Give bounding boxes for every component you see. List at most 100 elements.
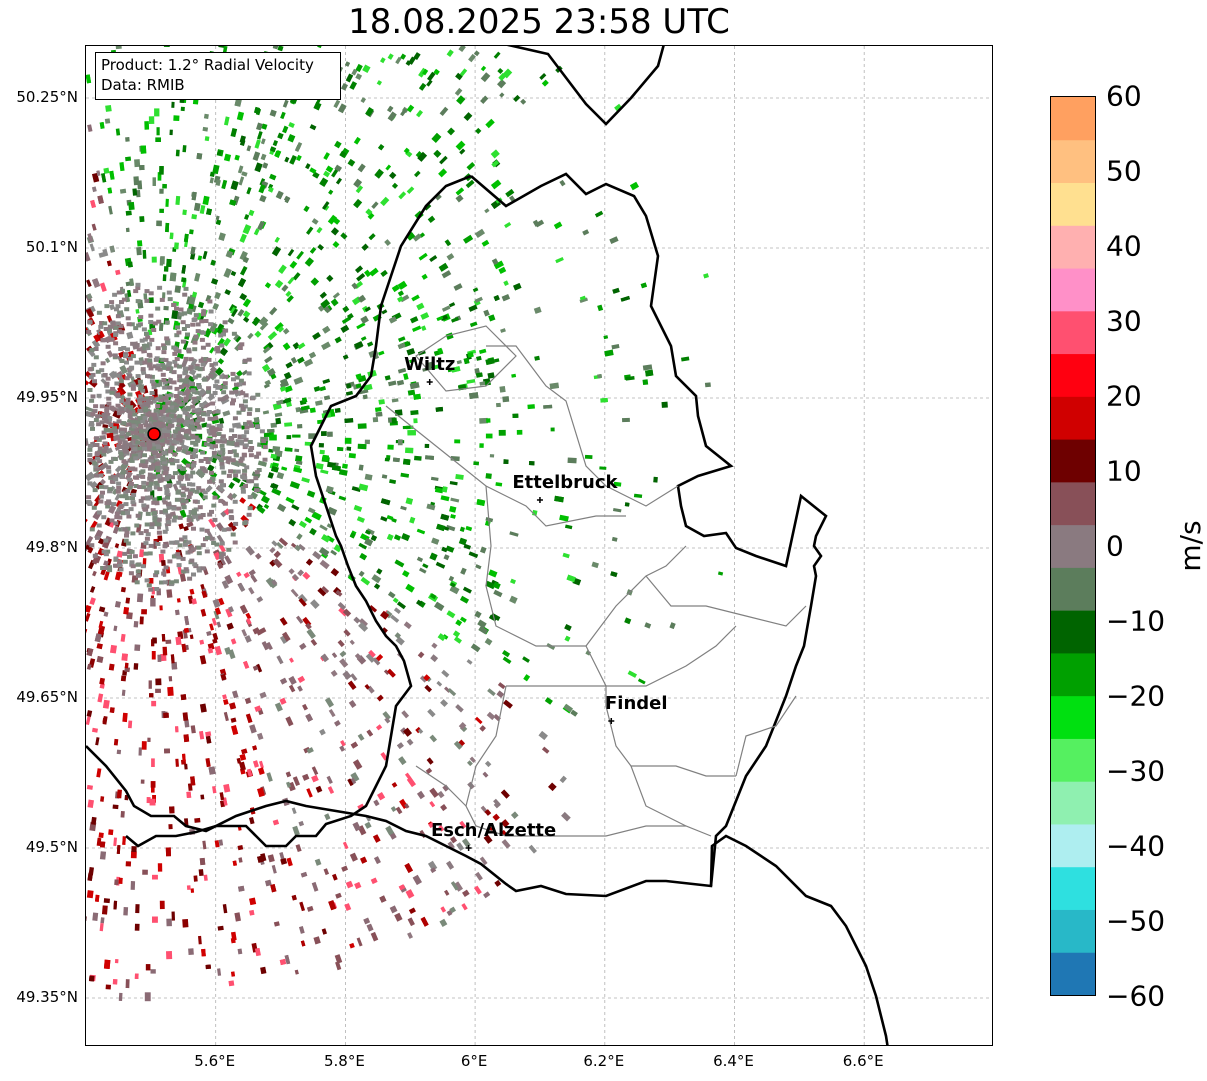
velocity-echo: [156, 452, 162, 457]
radar-site-marker[interactable]: [147, 427, 161, 441]
velocity-echo: [447, 127, 455, 136]
velocity-echo: [218, 543, 226, 553]
velocity-echo: [353, 178, 362, 188]
velocity-echo: [403, 727, 412, 737]
velocity-echo: [327, 431, 333, 437]
velocity-echo: [248, 586, 255, 595]
velocity-echo: [417, 728, 424, 734]
velocity-echo: [292, 434, 301, 438]
velocity-echo: [263, 503, 270, 510]
velocity-echo: [360, 856, 368, 864]
velocity-echo: [559, 514, 569, 522]
velocity-echo: [267, 471, 274, 479]
velocity-echo: [86, 440, 88, 447]
velocity-echo: [367, 212, 375, 220]
velocity-echo: [244, 635, 252, 643]
velocity-echo: [138, 463, 144, 468]
velocity-echo: [219, 792, 225, 801]
velocity-echo: [465, 179, 475, 189]
velocity-echo: [254, 139, 261, 149]
velocity-echo: [173, 115, 180, 122]
velocity-echo: [94, 443, 100, 447]
velocity-echo: [279, 958, 287, 966]
velocity-echo: [322, 201, 330, 210]
velocity-echo: [224, 555, 232, 565]
velocity-echo: [140, 404, 146, 409]
velocity-echo: [282, 342, 291, 351]
velocity-echo: [178, 307, 184, 312]
colorbar-segment: [1051, 567, 1095, 611]
city-marker[interactable]: [608, 718, 615, 724]
radar-map[interactable]: Product: 1.2° Radial Velocity Data: RMIB…: [85, 45, 993, 1046]
velocity-echo: [158, 394, 164, 399]
velocity-echo: [486, 711, 496, 721]
velocity-echo: [165, 517, 171, 522]
velocity-echo: [206, 389, 211, 394]
velocity-echo: [429, 734, 438, 743]
velocity-echo: [358, 618, 368, 627]
velocity-echo: [416, 528, 426, 535]
velocity-echo: [148, 680, 152, 689]
velocity-echo: [183, 433, 189, 438]
city-marker[interactable]: [465, 845, 472, 851]
velocity-echo: [185, 450, 191, 455]
velocity-echo: [124, 667, 130, 673]
velocity-echo: [257, 460, 268, 467]
velocity-echo: [421, 273, 428, 280]
velocity-echo: [102, 441, 108, 446]
velocity-echo: [233, 473, 239, 478]
velocity-echo: [384, 375, 391, 381]
velocity-echo: [147, 487, 153, 492]
velocity-echo: [170, 401, 176, 406]
latitude-tick: 49.35°N: [16, 988, 78, 1006]
velocity-echo: [458, 46, 466, 53]
velocity-echo: [121, 346, 127, 350]
velocity-echo: [153, 389, 158, 396]
velocity-echo: [101, 549, 107, 554]
latitude-tick: 50.25°N: [16, 88, 78, 106]
velocity-echo: [407, 430, 416, 436]
velocity-echo: [346, 446, 352, 451]
latitude-tick: 49.5°N: [25, 838, 78, 856]
velocity-echo: [163, 266, 169, 272]
velocity-echo: [509, 531, 519, 537]
velocity-echo: [356, 322, 366, 330]
velocity-echo: [303, 205, 310, 213]
velocity-echo: [214, 645, 223, 656]
velocity-echo: [192, 499, 198, 504]
velocity-echo: [135, 452, 141, 457]
velocity-echo: [191, 291, 198, 298]
velocity-echo: [334, 954, 343, 964]
velocity-echo: [104, 383, 110, 388]
velocity-echo: [114, 571, 122, 581]
velocity-echo: [143, 423, 149, 428]
velocity-echo: [412, 233, 422, 242]
velocity-echo: [237, 277, 247, 288]
velocity-echo: [360, 315, 369, 324]
velocity-echo: [228, 606, 234, 613]
velocity-echo: [174, 497, 180, 502]
city-marker[interactable]: [426, 379, 433, 385]
city-marker[interactable]: [536, 497, 543, 503]
velocity-echo: [102, 373, 108, 377]
velocity-echo: [527, 404, 535, 410]
velocity-echo: [149, 379, 155, 384]
velocity-echo: [200, 488, 206, 493]
velocity-echo: [444, 239, 452, 247]
velocity-echo: [152, 497, 158, 502]
velocity-echo: [220, 448, 226, 452]
velocity-echo: [232, 476, 241, 484]
velocity-echo: [261, 363, 271, 373]
velocity-echo: [165, 847, 172, 857]
velocity-echo: [375, 654, 384, 662]
map-title: 18.08.2025 23:58 UTC: [348, 2, 730, 42]
velocity-echo: [200, 362, 206, 367]
velocity-echo: [186, 521, 194, 528]
velocity-echo: [294, 969, 299, 975]
velocity-echo: [105, 104, 112, 112]
velocity-echo: [475, 871, 483, 881]
velocity-echo: [322, 454, 329, 462]
velocity-echo: [207, 416, 213, 421]
velocity-echo: [355, 383, 362, 389]
velocity-echo: [425, 455, 435, 460]
